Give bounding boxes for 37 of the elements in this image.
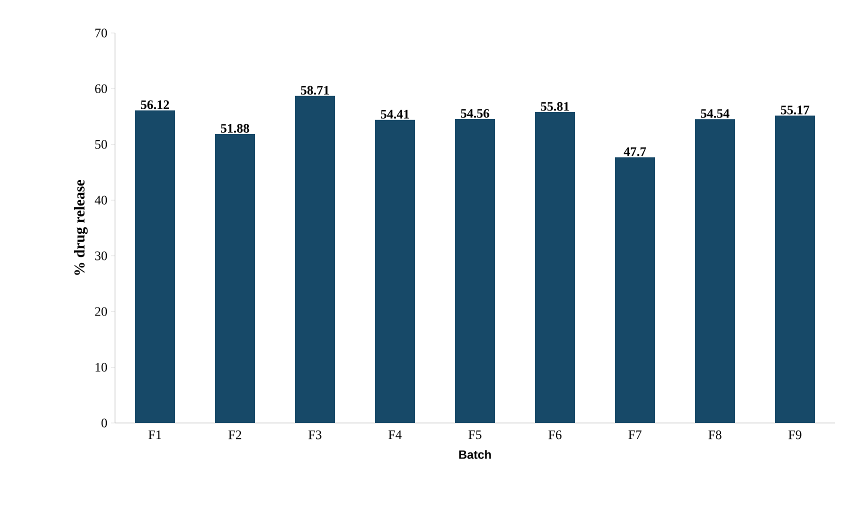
x-tick-label: F9	[788, 430, 802, 440]
data-label: 54.41	[380, 110, 409, 119]
x-tick-label: F8	[708, 430, 722, 440]
x-tick-label: F3	[308, 430, 322, 440]
x-tick-label: F4	[388, 430, 402, 440]
x-tick-label: F1	[148, 430, 162, 440]
x-tick-label: F2	[228, 430, 242, 440]
bar	[295, 96, 336, 423]
y-axis-title: % drug release	[74, 180, 88, 275]
x-tick-label: F5	[468, 430, 482, 440]
bar	[455, 119, 496, 423]
bar	[615, 157, 656, 423]
y-tick-label: 30	[95, 251, 107, 260]
y-tick-label: 50	[95, 140, 107, 149]
bar	[375, 120, 416, 423]
bar	[535, 112, 576, 423]
data-label: 55.17	[780, 106, 810, 114]
data-label: 56.12	[140, 100, 170, 110]
x-tick-label: F6	[548, 430, 562, 440]
bar	[135, 110, 176, 423]
y-tick-label: 20	[95, 307, 107, 316]
y-tick-label: 70	[95, 28, 107, 38]
bar	[215, 134, 256, 423]
data-label: 54.56	[460, 109, 490, 118]
bar	[695, 119, 736, 423]
data-label: 51.88	[220, 124, 250, 133]
y-tick-label: 0	[102, 418, 107, 428]
data-label: 58.71	[300, 86, 329, 95]
y-tick-label: 40	[94, 196, 107, 204]
data-label: 47.7	[624, 147, 646, 156]
y-tick-label: 60	[95, 84, 107, 94]
data-label: 55.81	[540, 102, 569, 111]
data-label: 54.54	[700, 109, 730, 118]
bar	[775, 116, 816, 423]
y-tick-label: 10	[96, 362, 107, 372]
x-axis-title: Batch	[459, 450, 491, 459]
x-tick-label: F7	[628, 430, 642, 439]
